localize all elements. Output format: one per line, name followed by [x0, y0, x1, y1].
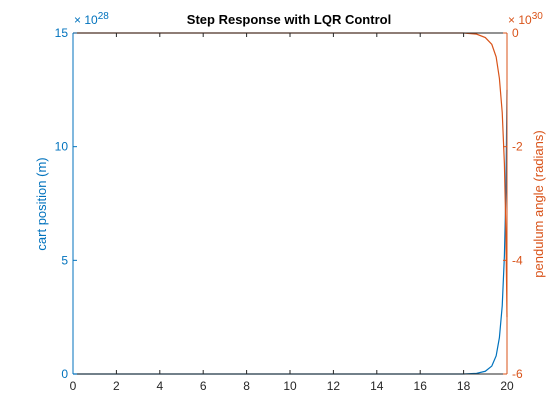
chart-title: Step Response with LQR Control — [187, 12, 391, 27]
x-tick-label: 6 — [200, 379, 207, 393]
y-axis-right-exponent: × 1030 — [508, 11, 543, 27]
x-tick-label: 10 — [283, 379, 297, 393]
y-left-tick-label: 0 — [61, 367, 68, 381]
y-axis-left-label: cart position (m) — [34, 157, 49, 250]
x-tick-label: 8 — [243, 379, 250, 393]
y-right-tick-label: -4 — [512, 253, 523, 267]
y-axis-right: 0 -2 -4 -6 — [503, 26, 523, 381]
y-right-tick-label: 0 — [512, 26, 519, 40]
x-tick-label: 18 — [457, 379, 471, 393]
y-right-tick-label: -2 — [512, 140, 523, 154]
plot-area — [73, 32, 508, 375]
x-axis: 0 2 4 6 8 10 12 14 16 18 20 — [70, 33, 514, 393]
x-tick-label: 20 — [500, 379, 514, 393]
y-axis-left: 0 5 10 15 — [55, 26, 77, 381]
y-right-tick-label: -6 — [512, 367, 523, 381]
series-line-left — [73, 89, 508, 375]
y-axis-left-exponent: × 1028 — [74, 11, 109, 27]
x-tick-label: 0 — [70, 379, 77, 393]
x-tick-label: 14 — [370, 379, 384, 393]
y-axis-left-exponent-base: × 10 — [74, 13, 98, 27]
x-tick-label: 4 — [156, 379, 163, 393]
x-tick-label: 2 — [113, 379, 120, 393]
series-line-right — [73, 32, 508, 318]
y-left-tick-label: 10 — [55, 140, 69, 154]
y-axis-right-exponent-base: × 10 — [508, 13, 532, 27]
y-axis-right-label: pendulum angle (radians) — [531, 130, 546, 277]
y-left-tick-label: 15 — [55, 26, 69, 40]
y-axis-right-exponent-power: 30 — [532, 11, 544, 22]
y-axis-left-exponent-power: 28 — [98, 11, 110, 22]
x-tick-label: 12 — [327, 379, 341, 393]
x-tick-label: 16 — [414, 379, 428, 393]
y-left-tick-label: 5 — [61, 253, 68, 267]
